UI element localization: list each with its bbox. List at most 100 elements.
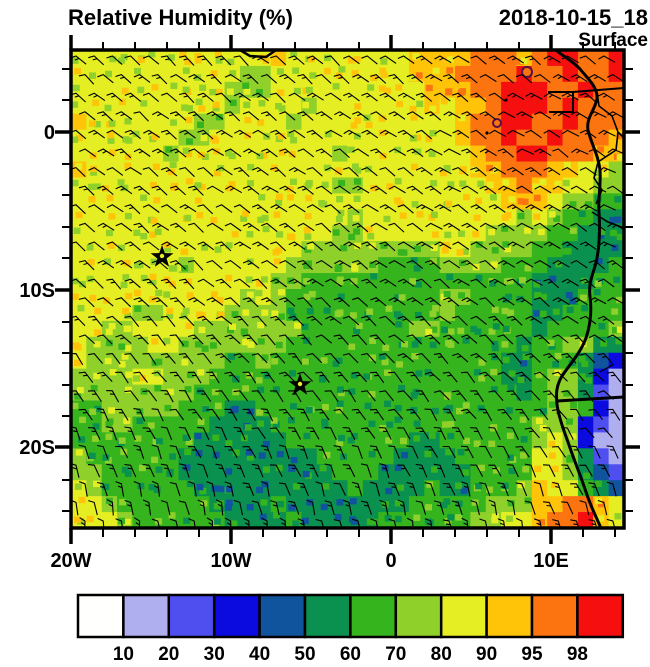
wind-barb [570,445,583,459]
wind-barb [415,315,431,327]
wind-barb [561,278,579,287]
wind-barb [342,166,359,177]
wind-barb [542,501,556,515]
wind-barb [515,482,528,497]
wind-barb [415,55,433,65]
wind-barb [206,334,222,346]
wind-barb [151,334,166,346]
wind-barb [197,278,215,288]
wind-barb [142,278,158,290]
wind-barb [324,353,340,364]
wind-barb [288,241,306,250]
wind-barb [151,444,162,460]
wind-barb [206,408,221,421]
wind-barb [288,353,303,365]
wind-barb [233,55,249,67]
wind-barb [288,427,301,440]
wind-barb [379,427,392,440]
wind-barb [197,426,210,441]
wind-barb [561,241,579,250]
wind-barb [552,519,561,528]
wind-barb [270,129,287,140]
wind-barb [534,73,551,83]
wind-barb [151,185,168,196]
wind-barb [324,278,342,287]
wind-barb [470,390,484,402]
wind-barb [607,297,624,305]
wind-barb [188,222,204,233]
wind-barb [106,278,122,290]
wind-barb [242,334,258,346]
wind-barb [461,222,479,232]
wind-barb [379,315,396,326]
wind-barb [397,278,415,288]
wind-barb [133,480,143,497]
wind-barb [424,334,441,345]
wind-barb [606,445,619,459]
colorbar-tick-label: 70 [385,644,406,665]
wind-barb [424,297,442,307]
wind-barb [97,148,115,157]
wind-barb [397,464,411,477]
wind-barb [361,241,378,251]
wind-barb [351,444,363,459]
wind-barb [160,500,171,516]
wind-barb [497,259,516,268]
wind-barb [306,278,324,287]
wind-barb [251,352,268,364]
wind-barb [106,166,124,176]
wind-barb [315,222,332,233]
wind-barb [160,390,174,403]
wind-barb [579,278,596,289]
wind-barb [534,259,552,268]
wind-barb [270,500,280,516]
wind-barb [589,185,607,193]
wind-barb [588,482,600,497]
wind-barb [243,517,250,528]
wind-barb [324,315,342,325]
wind-barb [297,518,305,528]
wind-barb [379,129,397,138]
wind-barb [442,408,456,422]
wind-barb [525,129,542,139]
wind-barb [397,92,416,101]
wind-barb [552,297,570,306]
wind-barb [197,353,212,365]
wind-barb [324,92,342,102]
wind-barb [206,444,218,460]
island-dot-1 [504,98,508,102]
wind-barb [497,445,510,459]
wind-barb [106,129,124,139]
wind-barb [498,111,516,119]
wind-barb [251,463,264,478]
wind-barb [215,499,224,516]
wind-barb [543,278,560,289]
wind-barb [525,315,543,324]
wind-barb [561,352,577,364]
wind-barb [242,446,257,458]
wind-barb [224,334,241,345]
wind-barb [124,278,141,289]
colorbar-swatch [349,593,398,639]
wind-barb [460,371,476,384]
wind-barb [534,518,542,528]
wind-barb [525,278,543,286]
wind-barb [115,297,132,308]
wind-barb [552,185,570,194]
wind-barb [187,371,202,384]
wind-barb [178,92,195,104]
wind-barb [279,111,296,121]
wind-barb [142,499,152,516]
wind-barb [506,426,519,440]
wind-barb [433,353,449,365]
wind-barb [460,445,474,459]
wind-barb [197,241,215,251]
wind-barb [297,73,313,85]
wind-barb [342,278,359,289]
wind-barb [406,371,421,383]
wind-barb [507,92,525,101]
wind-barb [542,390,559,401]
wind-barb [406,334,423,345]
wind-barb [169,259,187,270]
wind-barb [369,371,385,384]
